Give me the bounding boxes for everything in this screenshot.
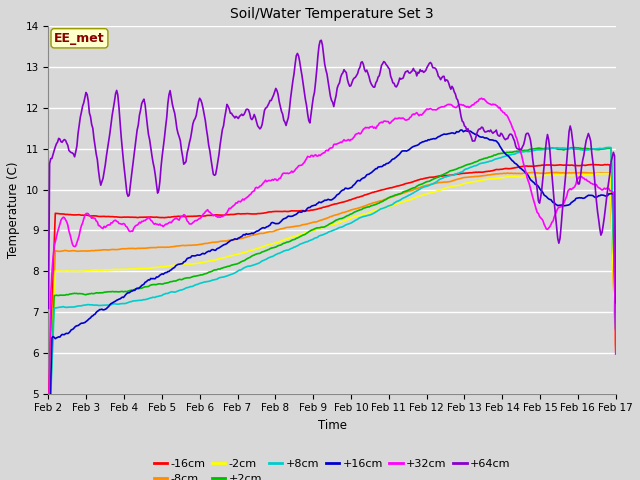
Legend: -16cm, -8cm, -2cm, +2cm, +8cm, +16cm, +32cm, +64cm: -16cm, -8cm, -2cm, +2cm, +8cm, +16cm, +3… (149, 454, 515, 480)
Y-axis label: Temperature (C): Temperature (C) (7, 162, 20, 258)
Text: EE_met: EE_met (54, 32, 105, 45)
Title: Soil/Water Temperature Set 3: Soil/Water Temperature Set 3 (230, 7, 434, 21)
X-axis label: Time: Time (317, 419, 347, 432)
